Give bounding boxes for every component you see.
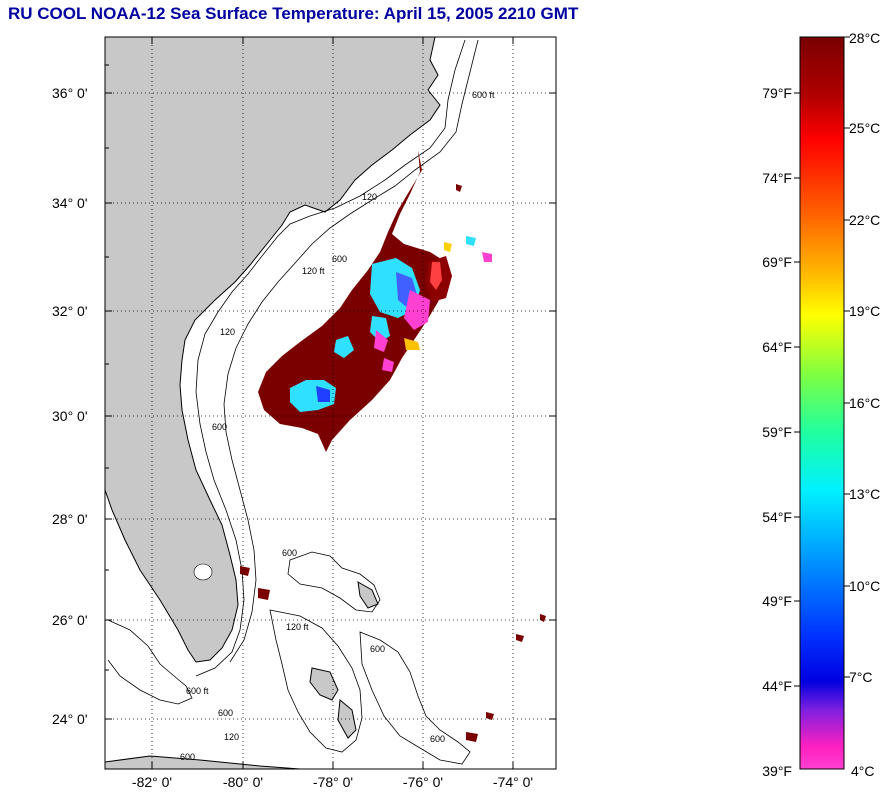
colorbar-f-label: 44°F [762, 678, 792, 694]
colorbar-f-label: 59°F [762, 424, 792, 440]
contour-label: 120 [224, 732, 239, 742]
bathymetry-contours [107, 39, 479, 765]
colorbar-ticks [794, 36, 850, 687]
map-frame [104, 36, 557, 770]
colorbar-c-label: 7°C [849, 669, 873, 685]
contour-label: 120 ft [302, 266, 325, 276]
colorbar-c-label: 13°C [849, 486, 880, 502]
land-bahamas-eleuthera [337, 699, 357, 739]
lat-label: 26° 0' [52, 612, 88, 628]
colorbar-c-label: 10°C [849, 578, 880, 594]
land-cuba [105, 755, 301, 769]
contour-label: 600 [430, 734, 445, 744]
colorbar-f-label: 54°F [762, 509, 792, 525]
lon-label: -78° 0' [313, 774, 353, 790]
colorbar-c-label: 16°C [849, 395, 880, 411]
lon-ticks [151, 37, 514, 769]
lat-label: 34° 0' [52, 195, 88, 211]
contour-label: 600 ft [186, 686, 209, 696]
colorbar-f-label: 79°F [762, 85, 792, 101]
contour-label: 600 [282, 548, 297, 558]
lat-label: 32° 0' [52, 303, 88, 319]
contour-label: 600 [218, 708, 233, 718]
contour-label: 600 [370, 644, 385, 654]
lon-label: -80° 0' [223, 774, 263, 790]
lon-label: -82° 0' [132, 774, 172, 790]
sst-data-patches [240, 150, 546, 742]
contour-label: 120 ft [286, 622, 309, 632]
contour-label: 600 ft [472, 90, 495, 100]
contour-label: 120 [220, 327, 235, 337]
colorbar [799, 36, 845, 770]
colorbar-f-label: 64°F [762, 339, 792, 355]
land-bahamas-abaco [357, 581, 379, 609]
contour-label: 600 [332, 254, 347, 264]
contour-label: 600 [212, 422, 227, 432]
contour-label: 600 [180, 752, 195, 762]
page-title: RU COOL NOAA-12 Sea Surface Temperature:… [8, 4, 579, 23]
colorbar-f-label: 49°F [762, 593, 792, 609]
lake-okeechobee [193, 563, 213, 581]
colorbar-c-label: 4°C [851, 763, 875, 779]
lat-label: 28° 0' [52, 511, 88, 527]
land-southeast-us [105, 37, 441, 663]
contour-label: 120 [362, 192, 377, 202]
colorbar-c-label: 22°C [849, 212, 880, 228]
colorbar-c-label: 25°C [849, 120, 880, 136]
lon-label: -76° 0' [403, 774, 443, 790]
colorbar-f-label: 39°F [762, 763, 792, 779]
colorbar-c-label: 19°C [849, 303, 880, 319]
colorbar-c-label: 28°C [849, 30, 880, 46]
lat-ticks [105, 64, 556, 720]
lat-label: 36° 0' [52, 85, 88, 101]
lon-label: -74° 0' [493, 774, 533, 790]
colorbar-f-label: 69°F [762, 254, 792, 270]
lat-label: 30° 0' [52, 408, 88, 424]
colorbar-f-label: 74°F [762, 170, 792, 186]
lat-label: 24° 0' [52, 711, 88, 727]
land-bahamas-andros [309, 667, 339, 701]
